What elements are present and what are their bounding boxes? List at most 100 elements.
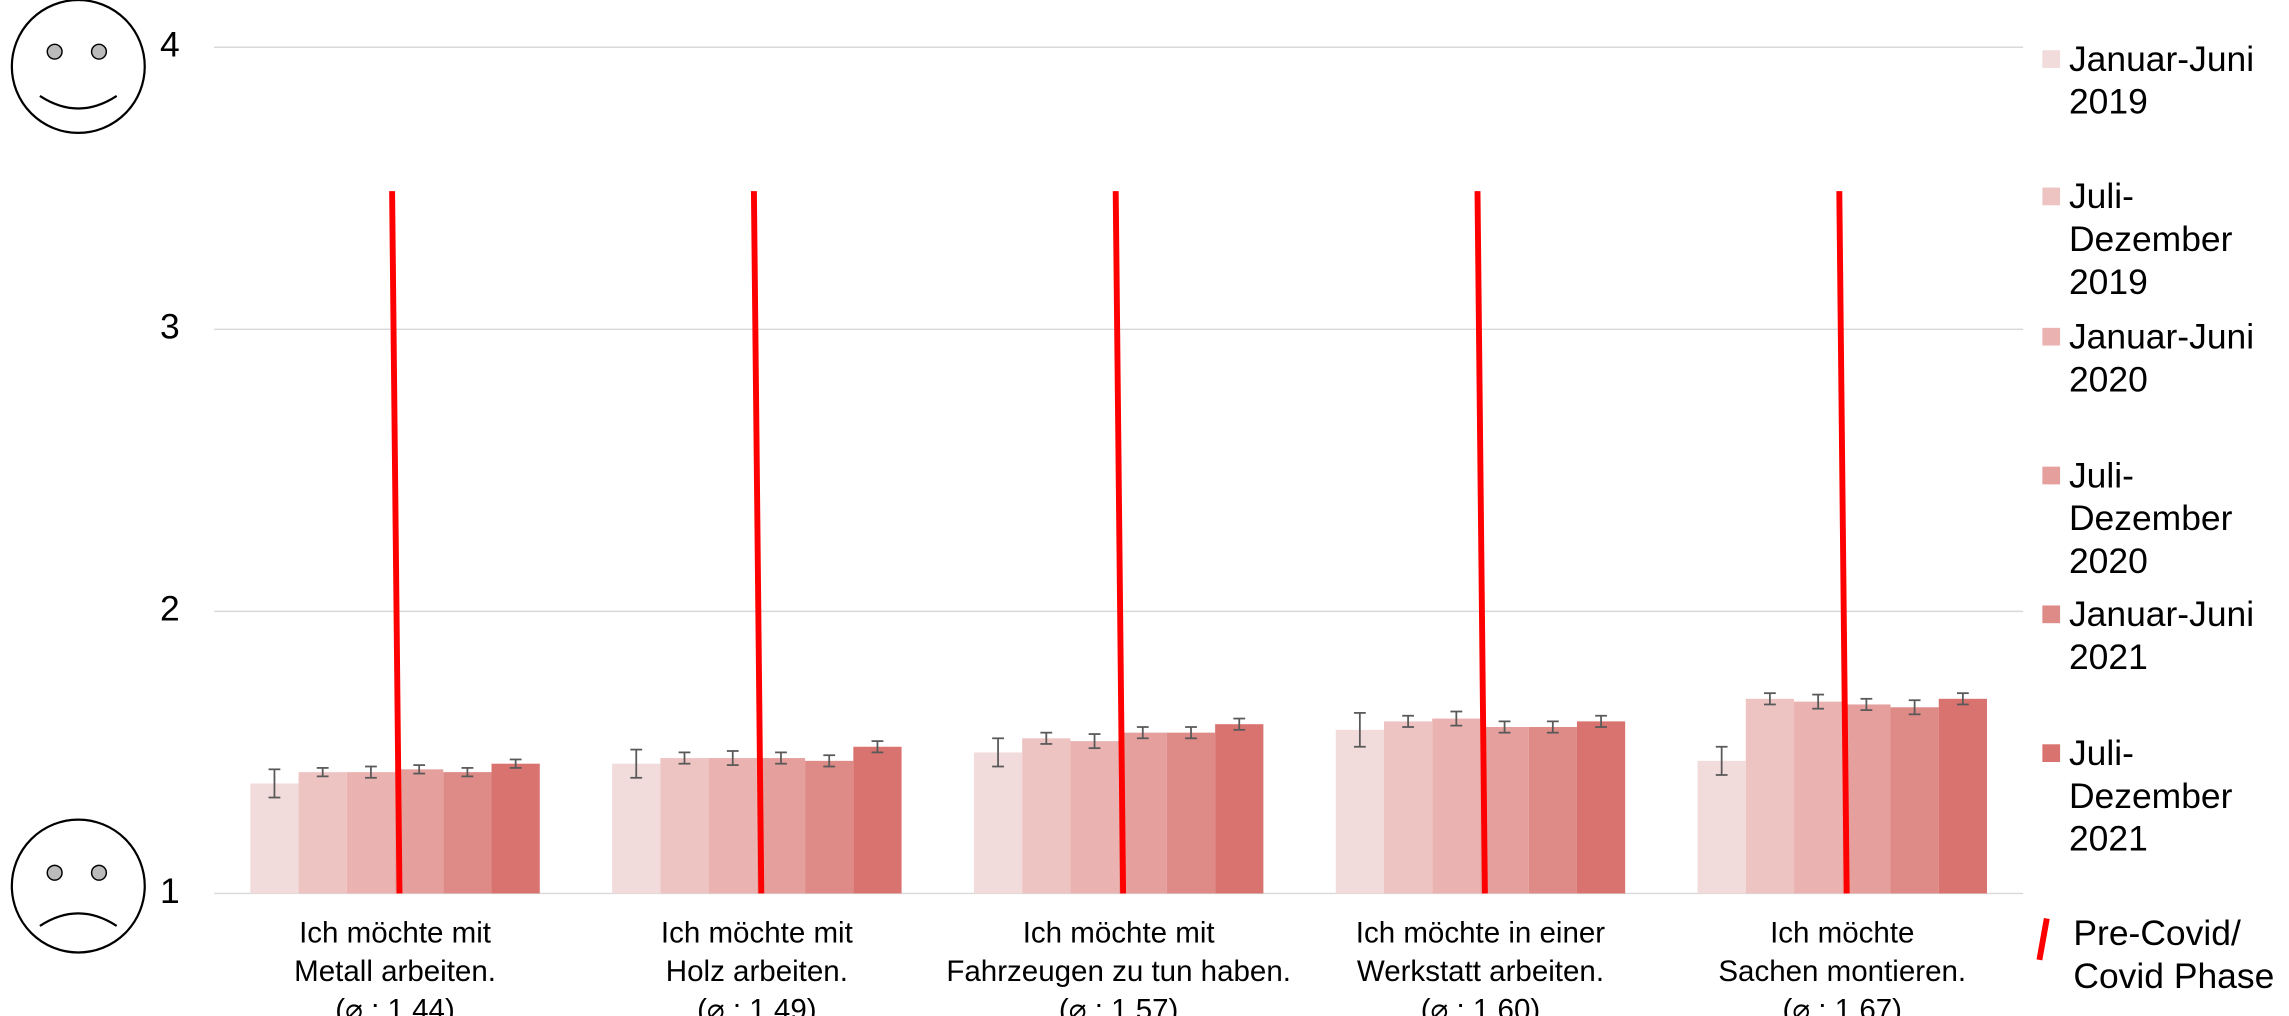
legend-swatch xyxy=(2042,187,2061,206)
phase-divider xyxy=(1112,191,1127,894)
x-tick-label: Fahrzeugen zu tun haben. xyxy=(946,955,1291,988)
x-tick-label: Werkstatt arbeiten. xyxy=(1357,955,1604,988)
legend-label: Juli-Dezember 2021 xyxy=(2068,733,2233,860)
error-bar xyxy=(1353,712,1366,748)
bar xyxy=(491,763,540,894)
category-note: (⌀ : 1.44) xyxy=(335,993,454,1016)
error-bar xyxy=(1956,692,1969,706)
legend-swatch xyxy=(2042,744,2061,762)
legend-swatch xyxy=(2042,50,2061,68)
error-bar xyxy=(992,737,1004,768)
x-tick-label: Ich möchte in einer xyxy=(1356,917,1606,950)
error-bar xyxy=(823,754,836,768)
error-bar xyxy=(1860,697,1873,711)
error-bar xyxy=(1546,720,1559,734)
error-bar xyxy=(1812,693,1825,710)
category-note: (⌀ : 1.57) xyxy=(1059,993,1178,1016)
phase-divider xyxy=(389,191,403,894)
x-tick-label: Ich möchte mit xyxy=(661,917,853,950)
sad-face xyxy=(10,818,146,954)
legend-entry: Juli-Dezember 2021 xyxy=(2068,733,2233,860)
bar xyxy=(1480,727,1529,894)
error-bar xyxy=(413,764,426,775)
bar xyxy=(1118,732,1167,894)
error-bar xyxy=(1763,692,1776,706)
x-tick-label: Ich möchte mit xyxy=(1023,917,1215,950)
error-bar xyxy=(316,767,329,778)
bar xyxy=(1432,718,1481,894)
bar xyxy=(1335,729,1384,894)
error-bar xyxy=(1595,714,1607,728)
bar xyxy=(756,758,806,894)
error-bar xyxy=(365,765,377,779)
category-note: (⌀ : 1.67) xyxy=(1783,993,1902,1016)
legend-label: Januar-Juni 2020 xyxy=(2068,317,2255,401)
bar xyxy=(1022,738,1071,894)
legend-swatch xyxy=(2042,327,2061,346)
bar xyxy=(805,760,854,894)
y-tick-label: 2 xyxy=(160,589,180,629)
legend-label: Januar-Juni 2021 xyxy=(2068,595,2255,678)
phase-divider xyxy=(750,191,765,894)
bar xyxy=(1794,701,1843,894)
legend-label: Pre-Covid/ Covid Phase xyxy=(2073,914,2275,997)
error-bar xyxy=(1498,720,1511,734)
legend-entry: Juli-Dezember 2019 xyxy=(2068,177,2233,303)
legend-entry: Januar-Juni 2019 xyxy=(2068,39,2255,123)
bar xyxy=(1938,698,1987,894)
error-bar xyxy=(726,750,739,766)
error-bar xyxy=(775,751,787,765)
error-bar xyxy=(1715,745,1728,776)
bar xyxy=(298,772,347,894)
bar xyxy=(1697,760,1746,894)
x-tick-label: Sachen montieren. xyxy=(1718,955,1966,988)
bar xyxy=(250,783,299,894)
phase-divider xyxy=(1836,191,1850,894)
error-bar xyxy=(1185,726,1197,740)
bar xyxy=(1070,741,1119,894)
bar xyxy=(346,772,396,894)
bar xyxy=(1576,721,1626,894)
x-tick-label: Holz arbeiten. xyxy=(666,955,848,988)
legend-divider xyxy=(2036,918,2050,961)
error-bar xyxy=(1402,714,1415,728)
bar xyxy=(395,769,444,894)
bar xyxy=(1166,732,1216,894)
error-bar xyxy=(461,767,474,778)
bar xyxy=(1215,724,1264,894)
legend-entry: Januar-Juni 2020 xyxy=(2068,317,2255,401)
bar xyxy=(1745,698,1795,894)
error-bar xyxy=(678,751,691,765)
category-note: (⌀ : 1.60) xyxy=(1421,993,1540,1016)
legend-swatch xyxy=(2042,466,2061,485)
error-bar xyxy=(871,740,884,754)
bar xyxy=(1890,707,1939,894)
error-bar xyxy=(509,758,522,769)
x-tick-label: Ich möchte xyxy=(1770,917,1914,950)
legend-label: Juli-Dezember 2019 xyxy=(2068,177,2233,303)
happy-face xyxy=(10,0,146,134)
error-bar xyxy=(1450,710,1463,727)
bar xyxy=(660,758,709,894)
legend-swatch xyxy=(2042,605,2061,624)
y-tick-label: 3 xyxy=(160,307,180,347)
error-bar xyxy=(1233,717,1246,731)
error-bar xyxy=(1908,699,1921,716)
y-tick-label: 1 xyxy=(160,871,180,911)
error-bar xyxy=(630,748,643,779)
error-bar xyxy=(1040,731,1053,745)
bar xyxy=(1528,727,1577,894)
bar xyxy=(612,763,661,894)
error-bar xyxy=(1136,726,1149,740)
legend-entry: Pre-Covid/ Covid Phase xyxy=(2073,914,2275,997)
bar xyxy=(708,758,757,894)
legend-entry: Juli-Dezember 2020 xyxy=(2069,456,2233,582)
y-tick-label: 4 xyxy=(160,25,180,65)
category-note: (⌀ : 1.49) xyxy=(697,993,816,1016)
legend-label: Januar-Juni 2019 xyxy=(2068,39,2255,123)
bar xyxy=(443,772,492,894)
x-tick-label: Ich möchte mit xyxy=(299,917,491,950)
bar xyxy=(853,746,902,894)
x-tick-label: Metall arbeiten. xyxy=(294,955,496,988)
